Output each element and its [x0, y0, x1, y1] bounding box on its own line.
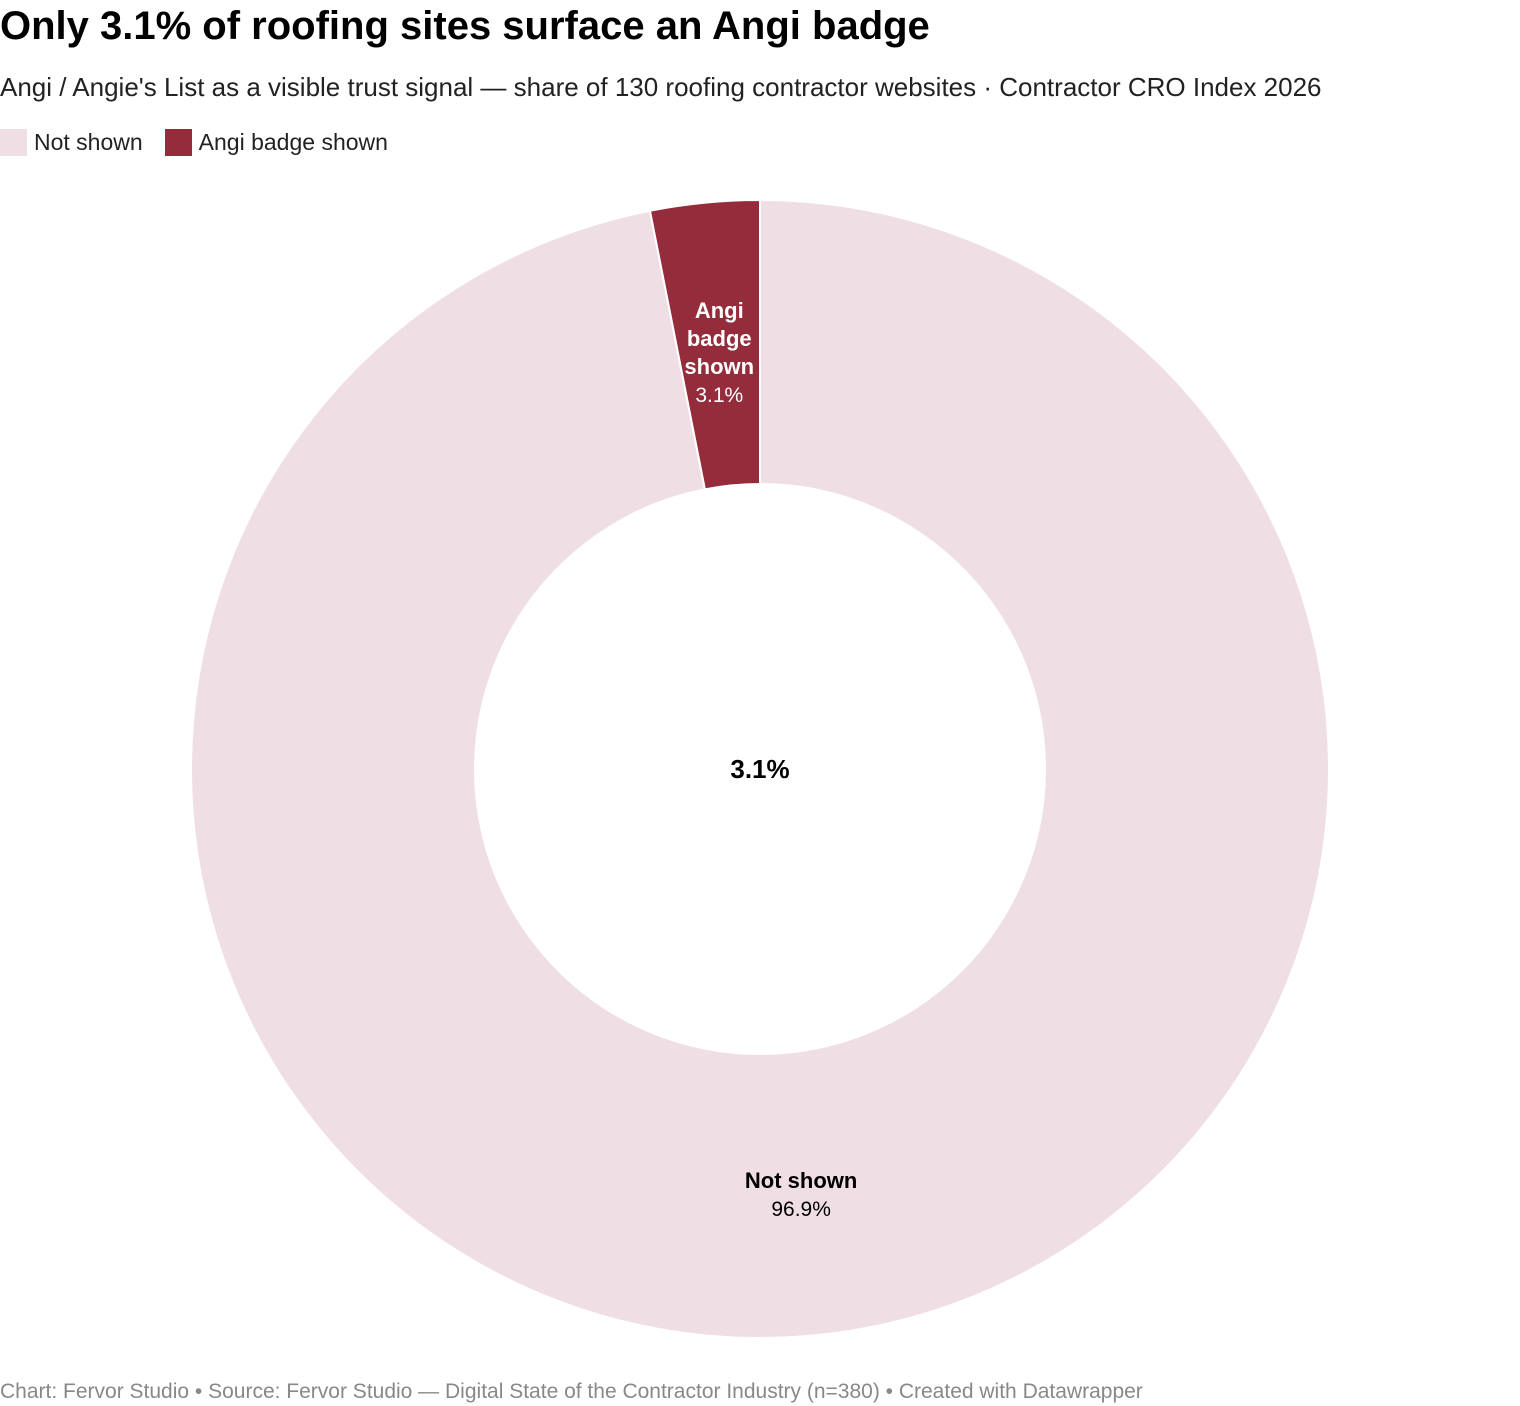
slice-label-angi-badge-shown: Angi badge shown 3.1%: [684, 298, 754, 407]
legend-item-angi-badge-shown: Angi badge shown: [164, 128, 388, 156]
donut-chart-svg: Angi badge shown 3.1% Not shown 96.9% 3.1%: [190, 198, 1330, 1339]
chart-subtitle: Angi / Angie's List as a visible trust s…: [0, 72, 1322, 102]
slice-label-name: Not shown: [745, 1168, 857, 1193]
slice-label-name-line: badge: [687, 326, 752, 351]
pie-slice-not-shown: [190, 198, 1330, 1339]
chart-footer: Chart: Fervor Studio • Source: Fervor St…: [0, 1380, 1143, 1403]
slice-label-name-line: Angi: [695, 298, 744, 323]
slice-label-not-shown: Not shown 96.9%: [745, 1168, 857, 1221]
legend-label-angi-badge-shown: Angi badge shown: [198, 128, 388, 155]
donut-chart: Angi badge shown 3.1% Not shown 96.9% 3.1%: [0, 180, 1520, 1360]
slice-value-label: 3.1%: [695, 384, 743, 407]
slice-label-name-line: shown: [684, 354, 754, 379]
legend-swatch-not-shown: [0, 128, 27, 156]
chart-title: Only 3.1% of roofing sites surface an An…: [0, 4, 930, 48]
slice-value-label: 96.9%: [771, 1198, 831, 1221]
legend-item-not-shown: Not shown: [0, 128, 143, 156]
legend-label-not-shown: Not shown: [34, 128, 143, 155]
chart-legend: Not shown Angi badge shown: [0, 126, 410, 158]
legend-swatch-angi-badge-shown: [164, 128, 192, 156]
donut-center-label: 3.1%: [730, 754, 789, 784]
